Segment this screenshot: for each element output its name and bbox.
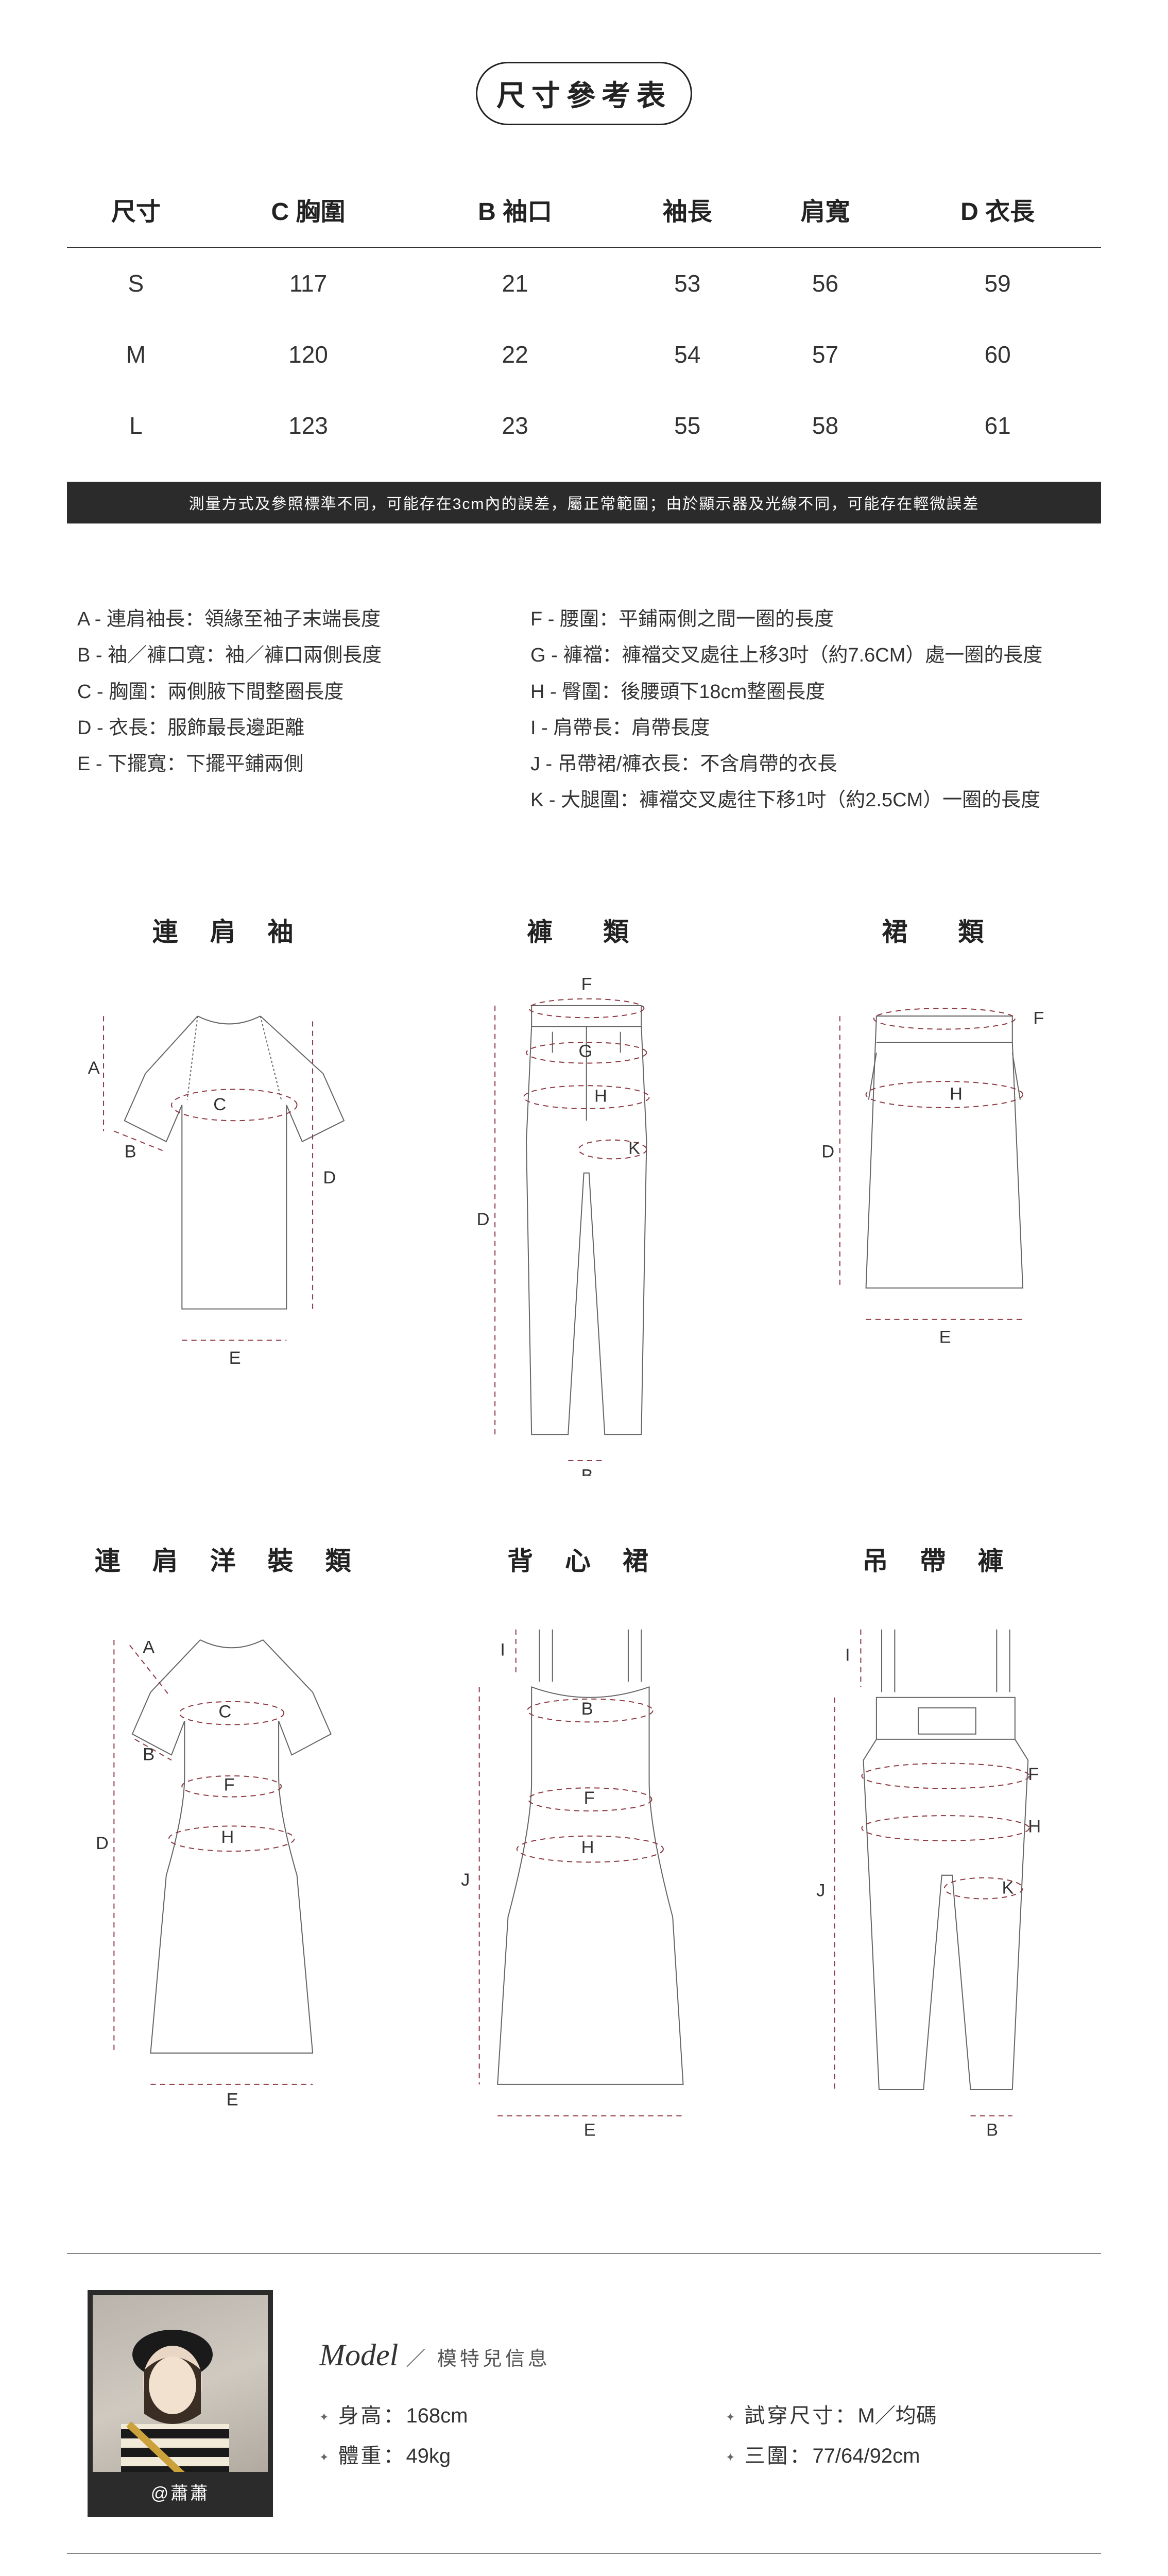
- svg-text:I: I: [845, 1646, 850, 1665]
- th-sleeve: 袖長: [619, 177, 757, 247]
- diagrams-grid: 連 肩 袖 A B C D E: [67, 911, 1101, 2140]
- svg-text:H: H: [1028, 1817, 1041, 1837]
- svg-text:J: J: [816, 1881, 825, 1901]
- stat-weight: 體重：49kg: [319, 2439, 674, 2469]
- title-pill: 尺寸參考表: [476, 62, 692, 125]
- th-shoulder: 肩寬: [757, 177, 895, 247]
- raglan-dress-svg: D A B C F H E: [67, 1603, 391, 2105]
- th-cuff: B 袖口: [411, 177, 619, 247]
- svg-text:H: H: [950, 1084, 963, 1104]
- model-stats: 身高：168cm 試穿尺寸：M／均碼 體重：49kg 三圍：77/64/92cm: [319, 2399, 1080, 2469]
- model-photo: @蕭蕭: [88, 2290, 273, 2517]
- diagram-raglan-dress: 連 肩 洋 裝 類 D A B C F H E: [67, 1540, 391, 2139]
- size-table-header-row: 尺寸 C 胸圍 B 袖口 袖長 肩寬 D 衣長: [67, 177, 1101, 247]
- diagram-overalls: 吊 帶 褲 I J F H K: [777, 1540, 1101, 2139]
- svg-text:H: H: [221, 1827, 234, 1847]
- skirt-svg: F H D E: [777, 974, 1101, 1371]
- model-heading-zh: ／ 模特兒信息: [406, 2348, 551, 2370]
- stat-height: 身高：168cm: [319, 2399, 674, 2429]
- th-length: D 衣長: [894, 177, 1101, 247]
- pants-svg: F G H K D B: [422, 974, 746, 1476]
- svg-text:K: K: [1002, 1878, 1014, 1898]
- svg-text:D: D: [477, 1210, 490, 1229]
- svg-text:G: G: [579, 1041, 593, 1061]
- svg-text:A: A: [143, 1638, 154, 1657]
- svg-text:D: D: [323, 1168, 336, 1188]
- svg-text:H: H: [594, 1086, 607, 1106]
- diagram-raglan-tee: 連 肩 袖 A B C D E: [67, 911, 391, 1479]
- model-heading-en: Model: [319, 2338, 398, 2372]
- svg-text:I: I: [501, 1640, 506, 1660]
- svg-text:D: D: [96, 1834, 109, 1853]
- svg-text:B: B: [581, 1466, 593, 1476]
- stat-measure: 三圍：77/64/92cm: [726, 2439, 1080, 2469]
- svg-text:B: B: [986, 2121, 998, 2137]
- disclaimer-bar: 測量方式及參照標準不同，可能存在3cm內的誤差，屬正常範圍；由於顯示器及光線不同…: [67, 482, 1101, 524]
- svg-text:J: J: [461, 1870, 470, 1890]
- svg-text:K: K: [628, 1139, 640, 1158]
- model-caption: @蕭蕭: [93, 2472, 268, 2512]
- model-info: Model ／ 模特兒信息 身高：168cm 試穿尺寸：M／均碼 體重：49kg…: [319, 2337, 1080, 2469]
- model-heading: Model ／ 模特兒信息: [319, 2337, 1080, 2373]
- model-section: @蕭蕭 Model ／ 模特兒信息 身高：168cm 試穿尺寸：M／均碼 體重：…: [67, 2253, 1101, 2554]
- svg-text:F: F: [581, 974, 592, 994]
- svg-text:F: F: [584, 1788, 595, 1808]
- svg-text:B: B: [581, 1699, 593, 1719]
- stat-size: 試穿尺寸：M／均碼: [726, 2399, 1080, 2429]
- svg-text:D: D: [821, 1142, 834, 1161]
- svg-text:F: F: [1033, 1008, 1044, 1028]
- diagram-skirt: 裙 類 F H D E: [777, 911, 1101, 1479]
- overalls-svg: I J F H K B: [777, 1603, 1101, 2137]
- th-chest: C 胸圍: [205, 177, 412, 247]
- svg-text:E: E: [939, 1327, 951, 1347]
- svg-text:C: C: [213, 1095, 226, 1114]
- svg-text:C: C: [218, 1702, 231, 1721]
- legend: A - 連肩袖長：領緣至袖子末端長度 B - 袖／褲口寬：袖／褲口兩側長度 C …: [77, 601, 1091, 819]
- svg-text:E: E: [584, 2121, 596, 2137]
- diagram-pants: 褲 類 F G H K D: [422, 911, 746, 1479]
- size-row-l: L 123 23 55 58 61: [67, 390, 1101, 461]
- svg-text:F: F: [1028, 1765, 1039, 1784]
- svg-text:E: E: [229, 1348, 241, 1368]
- cami-dress-svg: I J B F H E: [422, 1603, 746, 2137]
- svg-text:B: B: [143, 1745, 154, 1765]
- raglan-tee-svg: A B C D E: [67, 974, 391, 1371]
- size-row-s: S 117 21 53 56 59: [67, 247, 1101, 319]
- svg-text:F: F: [224, 1775, 235, 1795]
- th-size: 尺寸: [67, 177, 205, 247]
- svg-text:A: A: [88, 1058, 100, 1078]
- svg-text:H: H: [581, 1838, 594, 1857]
- size-table: 尺寸 C 胸圍 B 袖口 袖長 肩寬 D 衣長 S 117 21 53 56 5…: [67, 177, 1101, 461]
- legend-col-b: F - 腰圍：平鋪兩側之間一圈的長度 G - 褲襠：褲襠交叉處往上移3吋（約7.…: [530, 601, 1042, 819]
- diagram-cami-dress: 背 心 裙 I J B F H E: [422, 1540, 746, 2139]
- svg-text:E: E: [227, 2090, 238, 2106]
- size-row-m: M 120 22 54 57 60: [67, 319, 1101, 390]
- svg-text:B: B: [125, 1142, 136, 1161]
- legend-col-a: A - 連肩袖長：領緣至袖子末端長度 B - 袖／褲口寬：袖／褲口兩側長度 C …: [77, 601, 500, 819]
